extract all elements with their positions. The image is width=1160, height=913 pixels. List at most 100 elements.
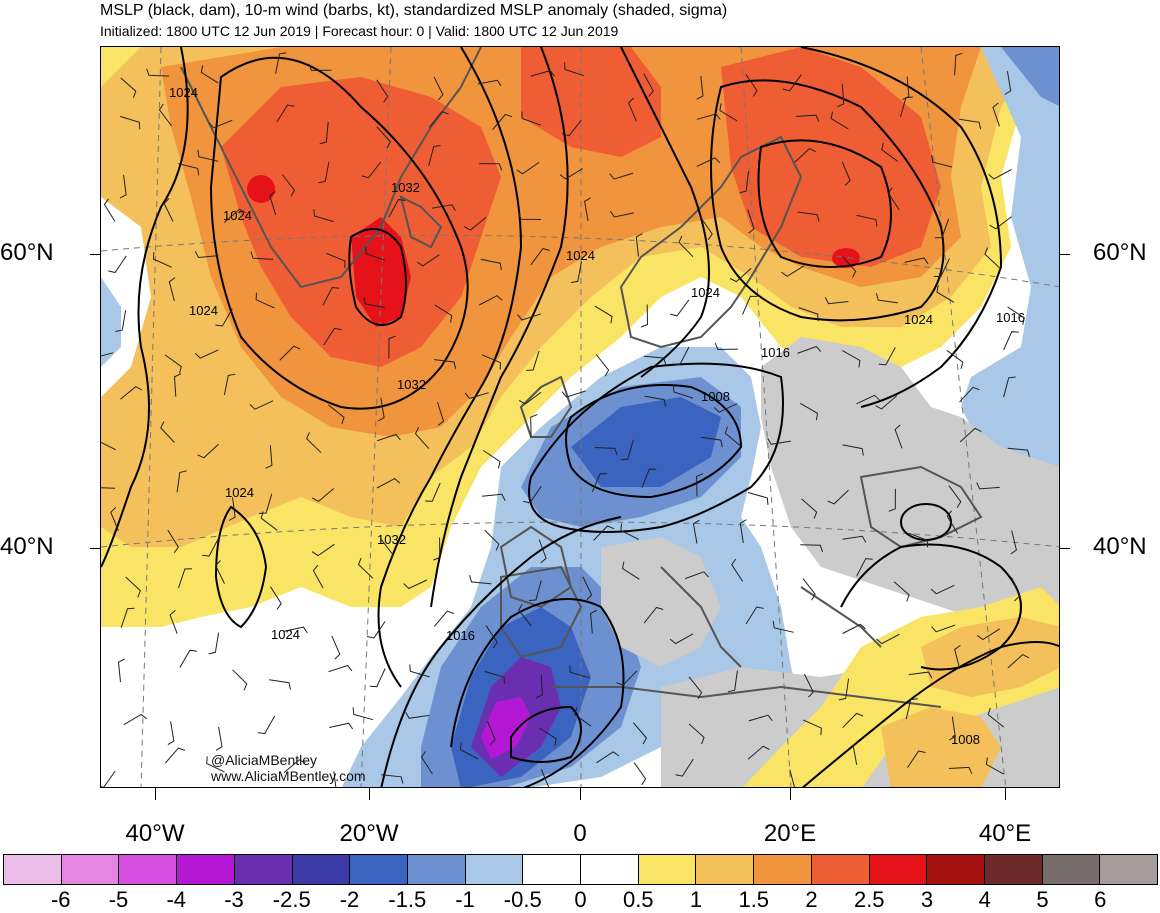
wind-barb [643,355,667,365]
wind-barb [255,292,275,309]
colorbar-label: -1 [455,887,475,912]
wind-barb [323,327,342,346]
contour-1008-south [801,641,1059,787]
terrain-mask-east-europe [761,337,1059,627]
colorbar-label: 2 [805,887,818,912]
wind-barb [101,352,114,357]
contour-1016-turkey [840,543,1022,671]
lon-label-40w: 40°W [125,820,185,847]
contour-1028-scandinavia [757,139,892,268]
wind-barb [782,74,802,92]
wind-barb [948,485,962,508]
wind-barb [700,436,723,448]
wind-barb [125,576,141,598]
wind-barb [433,537,441,561]
wind-barb [526,350,540,371]
wind-barb [931,624,956,633]
wind-barb [167,529,180,553]
wind-barb [985,757,1005,775]
wind-barb [176,470,187,493]
wind-barb [464,392,489,399]
wind-barb [481,354,501,370]
wind-barb [101,487,116,489]
wind-barb [477,79,502,87]
credit-url: www.AliciaMBentley.com [211,768,366,784]
wind-barb [574,707,592,727]
wind-barb [164,747,186,764]
wind-barb [1003,331,1019,351]
wind-barb [431,204,456,212]
lat-tick [90,254,100,255]
wind-barb [405,711,430,719]
wind-barb [326,252,346,268]
colorbar-swatch [61,855,120,884]
wind-barb [1007,653,1030,669]
colorbar-swatch [581,855,639,884]
wind-barb [223,373,236,396]
wind-barb [696,157,721,167]
wind-barb [403,579,428,590]
lat-label-60n-right: 60°N [1093,239,1147,266]
wind-barb [319,121,329,145]
wind-barb [559,168,583,180]
wind-barb [561,390,586,398]
wind-barb [377,397,385,422]
wind-barb [469,575,492,585]
wind-barb [163,198,174,222]
wind-barb [684,571,709,580]
contour-1008-iberia [510,705,582,763]
wind-barb [487,721,496,745]
anomaly-neg-east [961,47,1059,486]
wind-barb [842,623,866,634]
wind-barb [616,670,638,686]
wind-barb [283,626,308,634]
wind-barb [260,511,278,531]
lon-label-20w: 20°W [339,820,399,847]
wind-barb [361,161,382,179]
wind-barb [745,606,764,625]
wind-barb [313,209,334,223]
wind-barb [275,52,287,74]
colorbar-swatch [465,855,524,884]
graticule [101,47,1059,787]
wind-barb [830,111,849,130]
wind-barb [120,77,137,98]
contour-label: 1032 [391,180,420,195]
contour-1024-mid [377,47,523,688]
wind-barb [281,174,296,197]
wind-barb [376,126,391,149]
wind-barb [797,345,822,354]
wind-barb [781,265,805,277]
colorbar-label: -1.5 [388,887,427,912]
wind-barb [120,607,135,628]
colorbar-swatch [869,855,928,884]
wind-barb [257,715,276,735]
lon-label-40e: 40°E [978,820,1032,847]
wind-barb [888,488,896,512]
wind-barb [115,310,127,332]
colorbar-swatch [1042,855,1101,884]
greenland-coast [180,47,482,289]
contour-1032 [209,56,469,410]
wind-barb [516,161,540,175]
wind-barb [485,625,498,649]
wind-barb [959,386,980,403]
wind-barb [437,401,445,426]
anomaly-neg3-iberia [481,697,531,759]
wind-barb [688,723,705,745]
contour-label: 1024 [223,208,252,223]
wind-barb [103,198,116,222]
wind-barb [856,394,880,405]
wind-barb [434,304,453,323]
wind-barb [428,145,441,166]
lat-label-60n-left: 60°N [0,239,54,266]
wind-barb [688,676,703,699]
wind-barb [856,214,878,227]
wind-barb [270,586,282,610]
wind-barb [376,79,389,103]
wind-barb [908,532,928,548]
anomaly-1-middle-east [921,617,1059,697]
contour-label-group: 1024 1032 1024 1024 1032 1024 1032 1024 … [169,85,1025,747]
wind-barb [824,297,849,305]
wind-barb [641,468,657,488]
